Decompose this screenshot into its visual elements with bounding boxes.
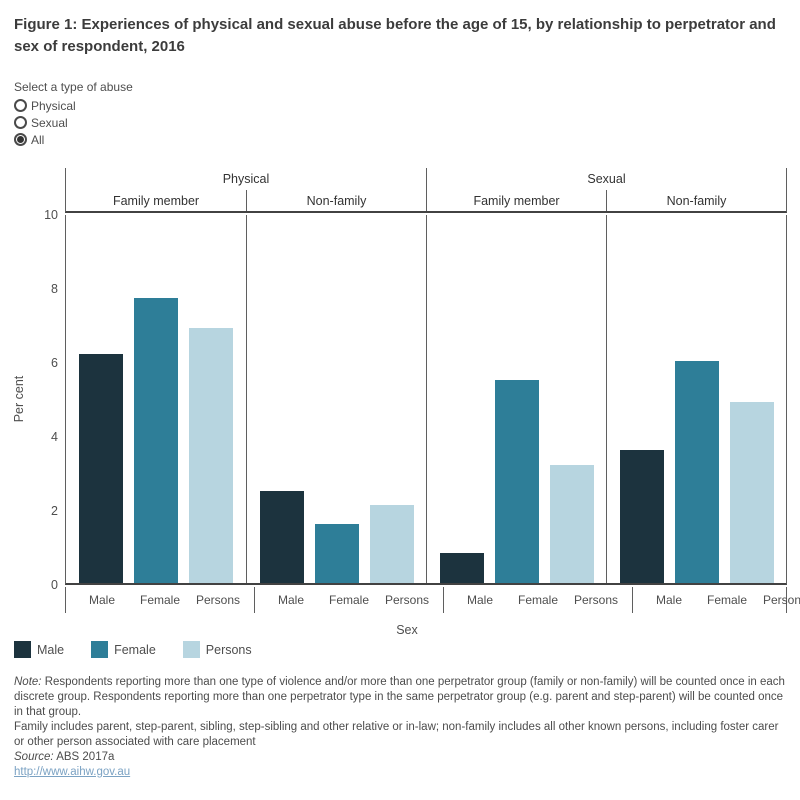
source-paragraph: Source: ABS 2017a (14, 750, 790, 765)
subheader-physical-non-family: Non-family (246, 190, 426, 211)
filter-label: Select a type of abuse (14, 80, 133, 94)
legend: Male Female Persons (14, 641, 279, 658)
x-category-group-1: Male Female Persons (66, 587, 254, 613)
radio-group: Physical Sexual All (14, 97, 133, 148)
legend-label: Female (114, 642, 156, 657)
x-tick-label-persons: Persons (195, 593, 241, 607)
note-text: Respondents reporting more than one type… (14, 676, 785, 718)
x-category-group-2: Male Female Persons (254, 587, 443, 613)
note-paragraph: Note: Respondents reporting more than on… (14, 675, 790, 720)
column-header-abuse-type: Physical Sexual (65, 168, 787, 190)
legend-item-persons[interactable]: Persons (182, 641, 252, 658)
radio-option-label: Sexual (31, 115, 68, 130)
legend-item-male[interactable]: Male (14, 641, 64, 658)
bar-male-physical-family-member[interactable] (78, 353, 123, 583)
y-tick-8: 8 (51, 282, 58, 296)
x-tick-label-persons: Persons (384, 593, 430, 607)
panel-physical-non-family (246, 215, 426, 583)
column-header-relationship: Family member Non-family Family member Non-… (65, 190, 787, 213)
family-definition: Family includes parent, step-parent, sib… (14, 721, 779, 748)
radio-unselected-icon[interactable] (14, 116, 27, 129)
bar-persons-sexual-family-member[interactable] (549, 464, 594, 583)
note-label: Note: (14, 676, 42, 688)
radio-option-sexual[interactable]: Sexual (14, 114, 133, 131)
radio-option-label: All (31, 132, 45, 147)
header-physical: Physical (222, 172, 270, 186)
source-text: ABS 2017a (53, 751, 115, 763)
y-tick-10: 10 (44, 208, 58, 222)
legend-item-female[interactable]: Female (91, 641, 156, 658)
x-tick-label-male: Male (277, 593, 304, 607)
legend-swatch-male (14, 641, 31, 658)
radio-option-all[interactable]: All (14, 131, 133, 148)
radio-option-label: Physical (31, 98, 76, 113)
bar-female-physical-non-family[interactable] (314, 523, 359, 583)
radio-unselected-icon[interactable] (14, 99, 27, 112)
legend-swatch-female (91, 641, 109, 658)
x-tick-label-male: Male (88, 593, 115, 607)
bar-female-sexual-family-member[interactable] (494, 379, 539, 583)
bar-chart: Per cent 0 2 4 6 8 10 Physical Sexual Family m… (0, 168, 800, 668)
figure-title: Figure 1: Experiences of physical and se… (14, 16, 776, 55)
bar-female-sexual-non-family[interactable] (674, 361, 719, 583)
panel-physical-family-member (66, 215, 246, 583)
x-tick-label-male: Male (466, 593, 493, 607)
x-tick-label-female: Female (706, 593, 747, 607)
radio-selected-icon[interactable] (14, 133, 27, 146)
abuse-type-filter: Select a type of abuse Physical Sexual All (14, 80, 133, 148)
x-tick-label-female: Female (517, 593, 558, 607)
panel-sexual-non-family (606, 215, 786, 583)
x-tick-label-female: Female (328, 593, 369, 607)
bar-persons-sexual-non-family[interactable] (729, 401, 774, 583)
plot-area (65, 215, 787, 585)
panel-sexual-family-member (426, 215, 606, 583)
bar-male-sexual-non-family[interactable] (619, 449, 664, 583)
bar-male-sexual-family-member[interactable] (439, 553, 484, 583)
aihw-link[interactable]: http://www.aihw.gov.au (14, 766, 131, 778)
bar-persons-physical-non-family[interactable] (369, 505, 414, 583)
x-category-group-4: Male Female Persons (632, 587, 800, 613)
bar-male-physical-non-family[interactable] (259, 490, 304, 583)
source-label: Source: (14, 751, 54, 763)
x-tick-label-persons: Persons (573, 593, 619, 607)
x-tick-label-male: Male (655, 593, 682, 607)
y-tick-0: 0 (51, 578, 58, 592)
x-tick-label-female: Female (139, 593, 180, 607)
x-category-group-3: Male Female Persons (443, 587, 632, 613)
y-tick-2: 2 (51, 504, 58, 518)
legend-label: Male (37, 642, 65, 657)
y-axis-title: Per cent (12, 375, 26, 423)
y-tick-6: 6 (51, 356, 58, 370)
x-axis-tick-labels: Male Female Persons Male Female Persons Male Fe… (65, 587, 800, 613)
legend-swatch-persons (182, 641, 200, 658)
subheader-sexual-family-member: Family member (426, 190, 606, 211)
bar-persons-physical-family-member[interactable] (189, 327, 234, 583)
header-sexual: Sexual (426, 168, 786, 190)
radio-option-physical[interactable]: Physical (14, 97, 133, 114)
legend-label: Persons (205, 642, 252, 657)
footnotes: Note: Respondents reporting more than on… (14, 675, 790, 780)
bar-female-physical-family-member[interactable] (133, 298, 178, 583)
subheader-physical-family-member: Family member (112, 193, 200, 208)
x-axis-title: Sex (396, 623, 418, 637)
y-tick-4: 4 (51, 430, 58, 444)
subheader-sexual-non-family: Non-family (606, 190, 786, 211)
x-tick-label-persons: Persons (762, 593, 800, 607)
